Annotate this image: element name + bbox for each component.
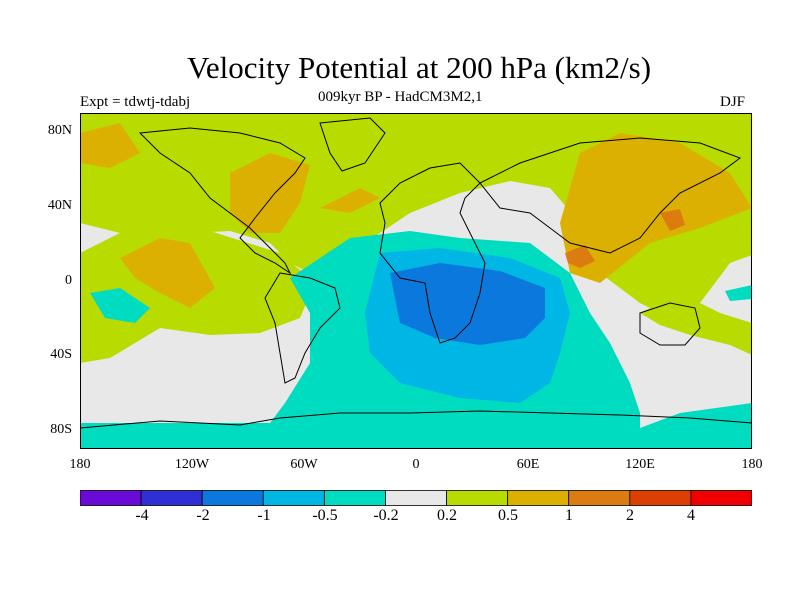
asia-positive-patch (560, 133, 752, 283)
colorbar-swatch (80, 490, 142, 506)
colorbar-swatch (140, 490, 203, 506)
lon-label-120w: 120W (174, 457, 210, 472)
west-pacific-negative-patch (725, 285, 752, 301)
west-pacific-positive-patch (640, 293, 752, 355)
lon-label-180w: 180 (69, 457, 91, 472)
lon-label-0: 0 (412, 457, 420, 472)
greenland-coast (319, 117, 386, 172)
colorbar-label: -0.2 (373, 507, 399, 524)
colorbar-swatch (690, 490, 752, 506)
lon-label-120e: 120E (625, 457, 655, 472)
colorbar-label: -2 (196, 507, 210, 524)
lon-label-60e: 60E (516, 457, 540, 472)
europe-africa-coast (379, 162, 486, 344)
north-america-positive-patch (230, 153, 310, 233)
antarctica-coast (80, 410, 752, 429)
map-frame (80, 113, 752, 449)
colorbar-swatch (568, 490, 631, 506)
colorbar-label: 4 (687, 507, 695, 524)
plot-title: Velocity Potential at 200 hPa (km2/s) (186, 50, 652, 85)
season-label: DJF (720, 94, 746, 110)
lat-label-80s: 80S (50, 422, 72, 437)
coastlines (80, 117, 752, 429)
atlantic-positive-patch (320, 188, 380, 213)
colorbar-swatch (507, 490, 570, 506)
plot-subtitle: 009kyr BP - HadCM3M2,1 (318, 89, 483, 105)
lat-label-80n: 80N (47, 123, 72, 138)
southeast-asia-positive-max (565, 245, 595, 268)
south-pacific-negative-patch (90, 288, 150, 323)
lat-label-40s: 40S (50, 347, 72, 362)
colorbar-label: 1 (565, 507, 573, 524)
lon-label-180e: 180 (741, 457, 763, 472)
north-pacific-positive-patch (80, 123, 140, 168)
colorbar-swatch (201, 490, 264, 506)
indian-ocean-negative-core (390, 263, 545, 345)
colorbar-swatch (385, 490, 447, 506)
asia-coast (479, 137, 742, 254)
colorbar-swatch (629, 490, 692, 506)
colorbar-swatch (446, 490, 509, 506)
lat-label-40n: 40N (47, 198, 72, 213)
colorbar-label: 0.2 (437, 507, 457, 524)
colorbar-swatch (323, 490, 386, 506)
colorbar-label: 2 (626, 507, 634, 524)
australia-coast (639, 302, 701, 346)
lat-label-0: 0 (65, 273, 72, 288)
colorbar-label: -4 (135, 507, 149, 524)
colorbar-label: 0.5 (498, 507, 518, 524)
north-america-coast (138, 127, 306, 275)
colorbar-swatch (262, 490, 325, 506)
south-america-coast (264, 272, 341, 384)
lon-label-60w: 60W (290, 457, 318, 472)
velocity-potential-map (80, 113, 752, 449)
east-pacific-positive-core (120, 238, 215, 308)
colorbar-label: -1 (257, 507, 271, 524)
experiment-label: Expt = tdwtj-tdabj (80, 94, 191, 110)
japan-positive-max (660, 209, 685, 231)
colorbar (80, 490, 752, 506)
colorbar-label: -0.5 (312, 507, 338, 524)
